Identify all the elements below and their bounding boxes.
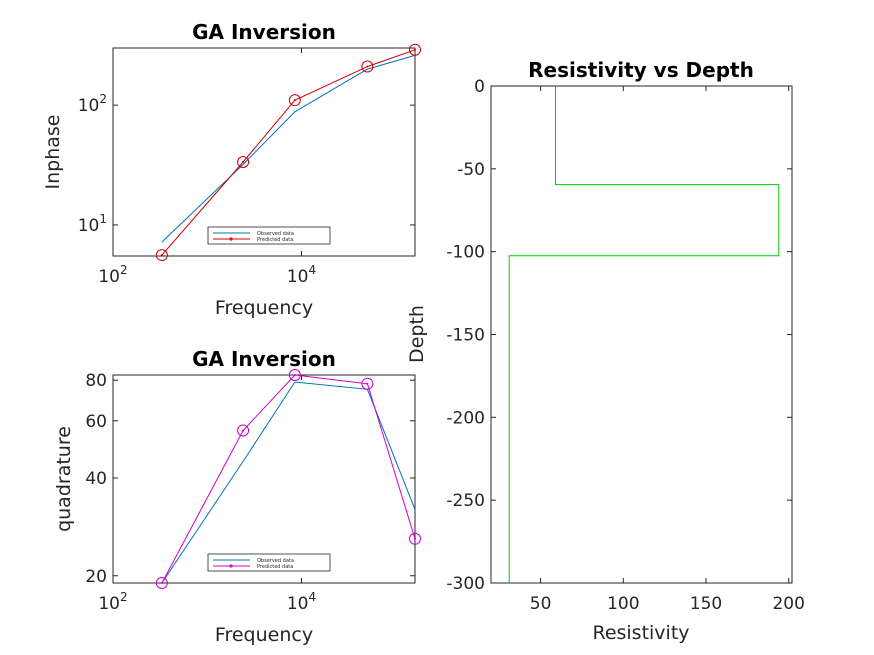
inphase-plot-area xyxy=(155,43,421,262)
inphase-series-1-marker xyxy=(409,43,421,56)
quadrature-series-1-marker xyxy=(409,532,421,545)
inphase-series-1-point xyxy=(414,48,416,51)
quadrature-xtick-label: 102 xyxy=(98,590,127,614)
quadrature-series-1-point xyxy=(293,374,296,376)
inphase-legend-box xyxy=(207,226,331,245)
inphase-ytick-label: 101 xyxy=(78,212,107,236)
quadrature-series-1-point xyxy=(160,582,163,584)
resistivity-ytick-label: -50 xyxy=(457,160,485,180)
inphase-series-1-point xyxy=(160,254,163,257)
inphase-series-1-marker xyxy=(155,249,168,262)
inphase-xlabel: Frequency xyxy=(215,297,313,319)
quadrature-title: GA Inversion xyxy=(192,347,336,371)
quadrature-panel: GA Inversion Frequency quadrature 102 104… xyxy=(53,347,421,646)
inphase-xtick-label: 102 xyxy=(98,263,127,287)
quadrature-ytick-label: 80 xyxy=(85,371,107,391)
resistivity-ylabel: Depth xyxy=(406,305,428,363)
inphase-series-0-line xyxy=(161,54,416,243)
resistivity-ytick-label: -150 xyxy=(446,326,485,346)
inphase-panel: GA Inversion Frequency Inphase 102 104 101… xyxy=(42,20,421,319)
inphase-xtick-label: 104 xyxy=(287,263,316,287)
inphase-ytick-label: 102 xyxy=(78,92,107,116)
quadrature-series-1-point xyxy=(366,382,369,385)
quadrature-legend-observed-label: Observed data xyxy=(257,558,294,564)
inphase-series-1-marker xyxy=(237,156,250,169)
quadrature-legend-predicted-label: Predicted data xyxy=(257,564,293,570)
quadrature-series-1-point xyxy=(242,429,245,432)
resistivity-ytick-label: -300 xyxy=(446,574,485,594)
inphase-ticks: 102 104 101 102 xyxy=(78,48,415,287)
resistivity-series-0-line xyxy=(508,86,780,583)
quadrature-legend-box xyxy=(207,553,331,572)
quadrature-series-1-point xyxy=(414,537,416,540)
inphase-title: GA Inversion xyxy=(192,20,336,44)
resistivity-xtick-label: 50 xyxy=(530,594,552,614)
inphase-series-1-marker xyxy=(288,94,301,107)
resistivity-panel: Resistivity vs Depth Resistivity Depth 5… xyxy=(406,58,805,644)
quadrature-legend: Observed data Predicted data xyxy=(207,553,331,572)
quadrature-axes-box xyxy=(112,374,416,584)
inphase-legend-observed-label: Observed data xyxy=(257,231,294,237)
resistivity-xtick-label: 150 xyxy=(690,594,722,614)
inphase-ylabel: Inphase xyxy=(42,115,64,190)
quadrature-series-1-marker xyxy=(237,424,250,437)
resistivity-ticks: 50 100 150 200 0 -50 -100 -150 -200 -250 -300 xyxy=(446,77,805,614)
resistivity-plot-area xyxy=(508,86,780,583)
quadrature-ytick-label: 20 xyxy=(85,567,107,587)
quadrature-legend-predicted-marker xyxy=(229,564,233,568)
inphase-series-1-point xyxy=(242,161,245,164)
resistivity-ytick-label: -200 xyxy=(446,408,485,428)
inphase-series-1-point xyxy=(366,65,369,68)
quadrature-series-0-line xyxy=(161,381,416,584)
quadrature-xlabel: Frequency xyxy=(215,624,313,646)
resistivity-ytick-label: -100 xyxy=(446,243,485,263)
quadrature-ylabel: quadrature xyxy=(53,426,75,532)
quadrature-series-1-marker xyxy=(155,577,168,589)
quadrature-ytick-label: 60 xyxy=(85,412,107,432)
resistivity-ytick-label: -250 xyxy=(446,491,485,511)
quadrature-series-1-marker xyxy=(361,377,374,390)
resistivity-xlabel: Resistivity xyxy=(592,622,689,644)
inphase-legend-predicted-marker xyxy=(229,237,233,241)
resistivity-xtick-label: 200 xyxy=(772,594,804,614)
inphase-legend-predicted-label: Predicted data xyxy=(257,237,293,243)
inphase-axes-box xyxy=(112,47,416,257)
quadrature-ytick-label: 40 xyxy=(85,469,107,489)
resistivity-title: Resistivity vs Depth xyxy=(528,58,754,82)
resistivity-xtick-label: 100 xyxy=(607,594,639,614)
inphase-legend: Observed data Predicted data xyxy=(207,226,331,245)
resistivity-axes-box xyxy=(490,85,793,584)
inphase-series-1-marker xyxy=(361,60,374,73)
quadrature-plot-area xyxy=(155,369,421,589)
quadrature-ticks: 102 104 20 40 60 80 xyxy=(85,371,415,614)
quadrature-xtick-label: 104 xyxy=(287,590,316,614)
quadrature-series-1-marker xyxy=(288,369,301,381)
inphase-series-1-point xyxy=(293,99,296,102)
resistivity-ytick-label: 0 xyxy=(474,77,485,97)
